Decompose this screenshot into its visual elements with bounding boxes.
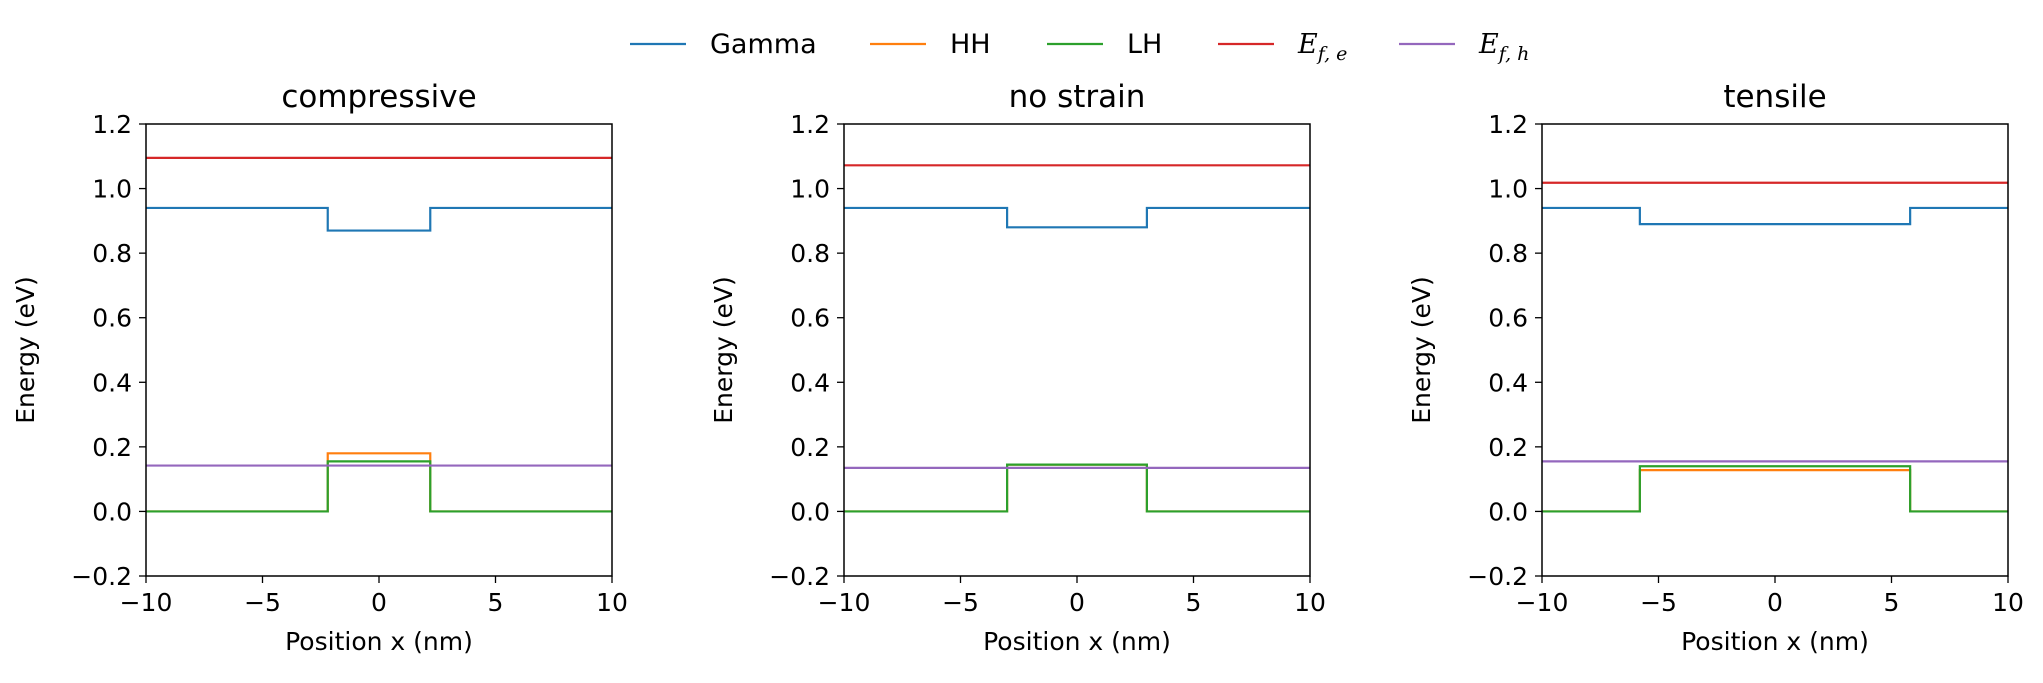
legend-item-efh: Ef, h — [1399, 29, 1529, 65]
y-tick-label: 0.4 — [1488, 368, 1528, 397]
x-tick-label: 5 — [1186, 588, 1202, 617]
panel-no-strain: no strain −10 −5 0 5 10 −0.2 0.0 0.2 0.4 0.6 0.8 1.0… — [709, 79, 1326, 656]
y-tick-label: 0.2 — [790, 433, 830, 462]
x-axis-label: Position x (nm) — [285, 627, 473, 656]
x-tick-label: 5 — [1884, 588, 1900, 617]
series-line-gamma — [844, 206, 1310, 229]
legend-label-hh: HH — [950, 29, 991, 60]
series-line-lh — [146, 460, 612, 513]
y-tick-label: −0.2 — [1467, 562, 1528, 591]
series-line-hh — [1542, 469, 2008, 513]
y-tick-label: 0.6 — [92, 304, 132, 333]
legend-item-efe: Ef, e — [1218, 29, 1347, 65]
x-axis-label: Position x (nm) — [1681, 627, 1869, 656]
y-tick-label: 0.6 — [790, 304, 830, 333]
panel-title: no strain — [1009, 79, 1146, 115]
legend-label-efe: Ef, e — [1297, 29, 1347, 65]
panel-tensile: tensile −10 −5 0 5 10 −0.2 0.0 0.2 0.4 0.6 0.8 1.0 1.… — [1407, 79, 2024, 656]
y-tick-label: 0.0 — [1488, 497, 1528, 526]
x-tick-label: −10 — [120, 588, 173, 617]
y-tick-label: 1.0 — [92, 175, 132, 204]
y-tick-label: 1.0 — [790, 175, 830, 204]
series-group — [146, 156, 612, 513]
x-tick-label: −5 — [1640, 588, 1677, 617]
panel-title: compressive — [281, 79, 476, 115]
y-tick-label: 0.2 — [1488, 433, 1528, 462]
series-group — [844, 164, 1310, 513]
legend-item-gamma: Gamma — [630, 29, 817, 60]
y-tick-label: 0.8 — [1488, 239, 1528, 268]
legend-item-lh: LH — [1047, 29, 1162, 60]
y-axis-label: Energy (eV) — [1407, 276, 1436, 423]
y-axis-label: Energy (eV) — [709, 276, 738, 423]
x-tick-label: 0 — [1069, 588, 1085, 617]
legend-label-efh: Ef, h — [1478, 29, 1529, 65]
y-tick-label: 0.8 — [790, 239, 830, 268]
series-group — [1542, 181, 2008, 513]
y-tick-label: 1.0 — [1488, 175, 1528, 204]
x-tick-label: 0 — [1767, 588, 1783, 617]
panel-title: tensile — [1723, 79, 1826, 115]
x-tick-label: −10 — [818, 588, 871, 617]
series-line-lh — [844, 463, 1310, 513]
x-tick-label: 10 — [1992, 588, 2024, 617]
legend-item-hh: HH — [870, 29, 991, 60]
chart-panels: compressive −10 −5 0 5 10 −0.2 0.0 0.2 0.4 0.6 0.8 1… — [11, 79, 2024, 656]
legend-label-lh: LH — [1127, 29, 1162, 60]
series-line-gamma — [146, 206, 612, 232]
x-tick-label: 10 — [1294, 588, 1326, 617]
y-tick-label: 0.6 — [1488, 304, 1528, 333]
y-tick-label: 0.4 — [790, 368, 830, 397]
x-tick-label: 0 — [371, 588, 387, 617]
series-line-lh — [1542, 465, 2008, 513]
axes-frame — [843, 123, 1311, 577]
y-axis-label: Energy (eV) — [11, 276, 40, 423]
y-tick-label: 1.2 — [790, 110, 830, 139]
x-tick-label: −5 — [244, 588, 281, 617]
axes-frame — [145, 123, 613, 577]
x-tick-label: −5 — [942, 588, 979, 617]
x-tick-label: 10 — [596, 588, 628, 617]
y-tick-label: 0.0 — [790, 497, 830, 526]
legend: Gamma HH LH Ef, e Ef, h — [630, 29, 1529, 65]
x-tick-label: 5 — [488, 588, 504, 617]
axes-frame — [1541, 123, 2009, 577]
legend-label-gamma: Gamma — [710, 29, 817, 60]
y-tick-label: 1.2 — [92, 110, 132, 139]
y-tick-label: 0.4 — [92, 368, 132, 397]
y-tick-label: −0.2 — [71, 562, 132, 591]
series-line-gamma — [1542, 206, 2008, 226]
y-tick-label: 0.0 — [92, 497, 132, 526]
panel-compressive: compressive −10 −5 0 5 10 −0.2 0.0 0.2 0.4 0.6 0.8 1… — [11, 79, 628, 656]
y-tick-label: 1.2 — [1488, 110, 1528, 139]
x-tick-label: −10 — [1516, 588, 1569, 617]
y-tick-label: 0.2 — [92, 433, 132, 462]
y-tick-label: 0.8 — [92, 239, 132, 268]
y-tick-label: −0.2 — [769, 562, 830, 591]
x-axis-label: Position x (nm) — [983, 627, 1171, 656]
series-line-hh — [844, 463, 1310, 513]
